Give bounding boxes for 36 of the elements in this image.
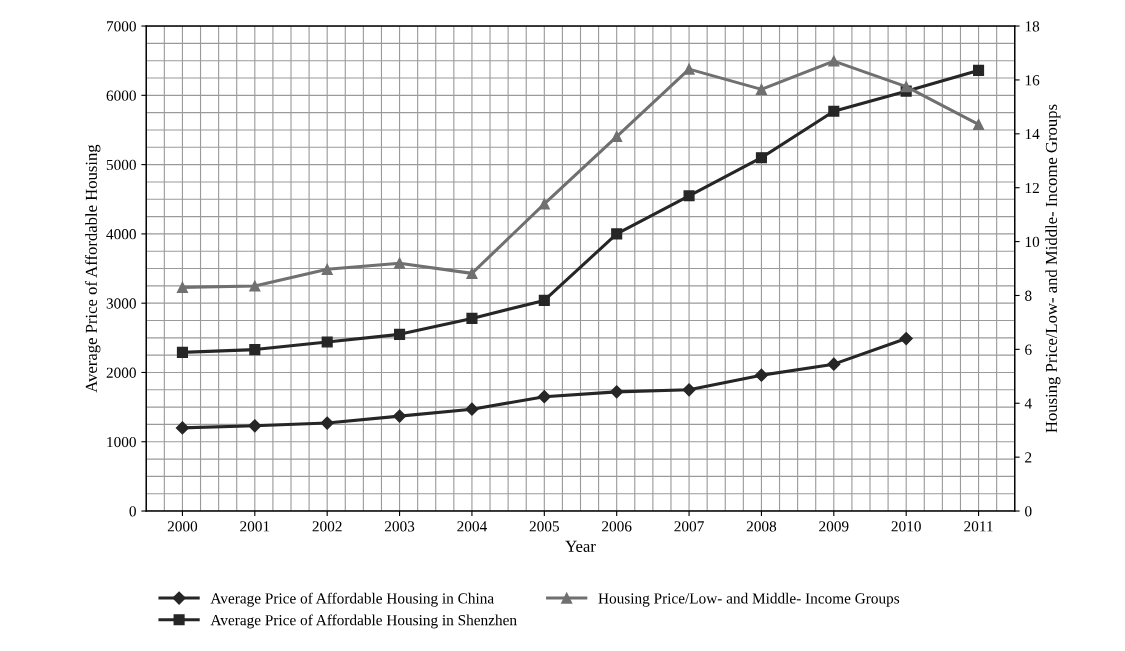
y2-tick-label: 0 (1025, 506, 1032, 517)
y-tick-label: 6000 (106, 90, 136, 101)
x-tick-label: 2003 (384, 521, 415, 532)
x-tick-label: 2008 (746, 521, 777, 532)
x-tick-label: 2001 (240, 521, 270, 532)
y-tick-label: 0 (129, 506, 136, 517)
y-axis-title: Average Price of Affordable Housing (85, 144, 101, 393)
x-tick-label: 2009 (819, 521, 849, 532)
x-tick-label: 2006 (602, 521, 632, 532)
y2-tick-label: 16 (1025, 75, 1040, 86)
x-tick-label: 2011 (964, 521, 993, 532)
y2-axis-title: Housing Price/Low- and Middle- Income Groups (1045, 104, 1061, 433)
y2-tick-label: 10 (1025, 236, 1040, 248)
y-tick-label: 5000 (106, 159, 136, 171)
legend-label: Average Price of Affordable Housing in China (210, 592, 494, 607)
y2-tick-label: 8 (1025, 290, 1032, 301)
y-tick-label: 7000 (106, 21, 136, 32)
x-tick-label: 2010 (891, 521, 921, 532)
x-tick-label: 2007 (674, 521, 704, 532)
y2-tick-label: 6 (1025, 344, 1032, 355)
y2-tick-label: 12 (1025, 182, 1039, 194)
y2-tick-label: 18 (1025, 21, 1040, 32)
y2-tick-label: 4 (1024, 398, 1032, 409)
x-tick-label: 2004 (457, 521, 487, 532)
x-axis-title: Year (565, 540, 596, 552)
x-tick-label: 2005 (529, 521, 559, 532)
y2-tick-label: 2 (1025, 452, 1032, 463)
y2-tick-label: 14 (1025, 129, 1040, 140)
legend-label: Housing Price/Low- and Middle- Income Groups (598, 592, 900, 607)
y-tick-label: 1000 (107, 436, 136, 448)
x-tick-label: 2000 (167, 521, 198, 532)
x-tick-label: 2002 (312, 521, 342, 532)
legend-label: Average Price of Affordable Housing in Shenzhen (210, 614, 517, 629)
y-tick-label: 3000 (106, 298, 136, 309)
y-tick-label: 4000 (106, 229, 136, 240)
y-tick-label: 2000 (106, 367, 136, 378)
